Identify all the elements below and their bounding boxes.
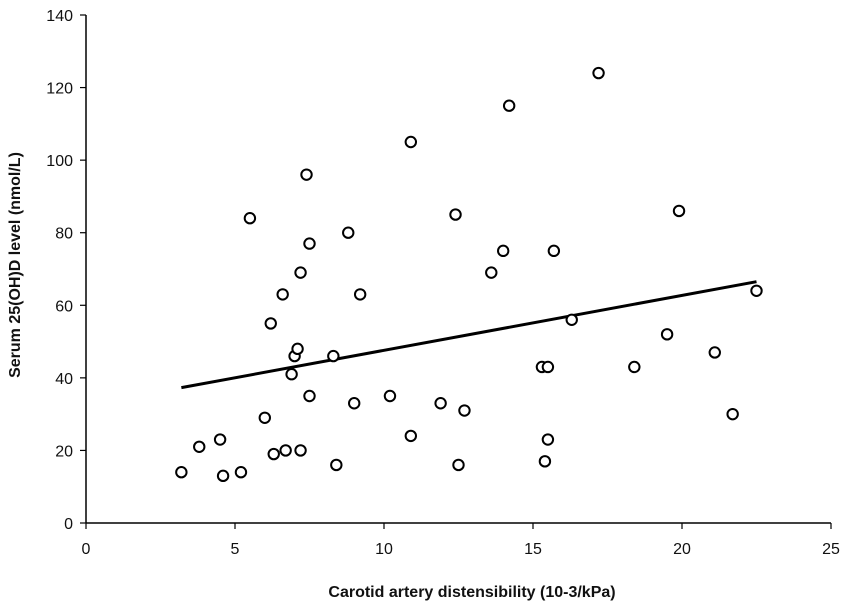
data-point [449,208,462,221]
x-tick-label: 5 [231,541,240,558]
data-point [541,433,555,446]
y-tick-label: 120 [46,81,73,98]
data-point [213,433,227,446]
data-point [660,328,674,341]
data-point [300,168,313,181]
data-point [547,244,561,258]
x-tick-label: 15 [524,541,542,558]
data-point [485,266,498,279]
data-point [291,342,304,356]
data-point [267,447,280,461]
x-tick-label: 10 [375,541,393,558]
y-tick-label: 0 [64,516,73,533]
data-point [541,360,555,374]
data-point [348,397,361,410]
data-point [279,444,292,457]
y-tick-label: 100 [46,153,73,170]
data-point [327,349,340,363]
y-tick-label: 140 [46,8,73,25]
y-axis-ticks: 0 20 40 60 80 100 120 140 [46,8,86,533]
y-axis-title: Serum 25(OH)D level (nmol/L) [7,152,24,378]
data-point [565,313,578,326]
data-point [672,204,686,218]
trendline-group [181,280,757,390]
y-tick-label: 20 [55,443,73,460]
data-point [452,458,465,472]
data-point [303,389,316,403]
data-point [434,397,447,410]
data-point [193,440,206,453]
data-point [502,99,516,112]
data-point [538,455,552,468]
data-point [628,360,641,374]
data-point [276,288,289,301]
data-point [342,226,355,239]
data-point [353,288,367,301]
x-tick-label: 0 [82,541,91,558]
y-tick-label: 80 [55,226,73,243]
data-points [175,66,763,483]
data-point [592,66,605,80]
data-point [330,458,343,472]
data-point [234,466,248,479]
data-point [404,429,418,443]
x-axis-title: Carotid artery distensibility (10-3/kPa) [328,584,615,601]
x-tick-label: 25 [822,541,840,558]
data-point [303,237,316,250]
data-point [750,284,763,297]
data-point [458,404,471,417]
data-point [294,444,307,457]
y-tick-label: 60 [55,298,73,315]
data-point [383,389,397,403]
data-point [175,466,188,479]
data-point [497,244,510,258]
data-point [708,346,721,359]
y-tick-label: 40 [55,371,73,388]
data-point [404,135,418,149]
x-tick-label: 20 [673,541,691,558]
trend-line [181,280,757,390]
data-point [258,411,271,424]
data-point [243,212,257,225]
data-point [726,407,739,421]
data-point [216,469,230,483]
data-point [285,368,298,381]
axes [85,15,831,524]
data-point [264,317,277,330]
x-axis-ticks: 0 5 10 15 20 25 [82,523,840,558]
data-point [294,266,307,279]
